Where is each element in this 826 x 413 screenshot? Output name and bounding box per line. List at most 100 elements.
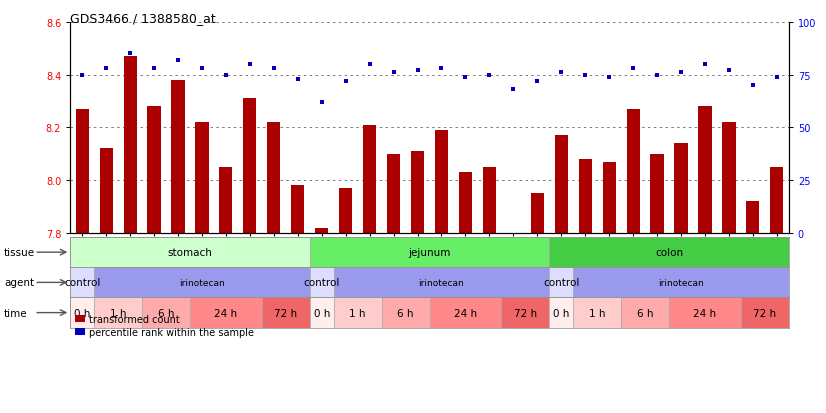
Bar — [310, 268, 334, 298]
Bar — [627, 109, 639, 233]
Bar — [747, 202, 759, 233]
Bar — [268, 123, 280, 233]
Bar — [411, 152, 424, 233]
Point — [722, 68, 735, 74]
Bar — [579, 159, 591, 233]
Bar — [363, 126, 376, 233]
Text: 0 h: 0 h — [553, 308, 569, 318]
Point — [626, 66, 639, 72]
Text: 24 h: 24 h — [215, 308, 237, 318]
Bar — [771, 168, 783, 233]
Text: 0 h: 0 h — [314, 308, 330, 318]
Bar — [669, 298, 741, 328]
Bar — [382, 298, 430, 328]
Point — [124, 51, 137, 57]
Point — [555, 70, 568, 76]
Point — [770, 74, 783, 81]
Text: 6 h: 6 h — [397, 308, 414, 318]
Bar — [699, 107, 711, 233]
Text: irinotecan: irinotecan — [179, 278, 225, 287]
Text: control: control — [543, 278, 580, 288]
Bar — [316, 228, 328, 233]
Bar — [70, 268, 94, 298]
Bar — [310, 298, 334, 328]
Point — [411, 68, 425, 74]
Bar — [262, 298, 310, 328]
Bar — [100, 149, 112, 233]
Point — [339, 78, 352, 85]
Text: tissue: tissue — [4, 247, 36, 258]
Point — [195, 66, 208, 72]
Bar — [483, 168, 496, 233]
Text: jejunum: jejunum — [408, 247, 451, 258]
Text: control: control — [303, 278, 340, 288]
Text: 1 h: 1 h — [589, 308, 605, 318]
Bar — [555, 136, 567, 233]
Bar — [94, 298, 142, 328]
Point — [172, 57, 185, 64]
Point — [220, 72, 233, 78]
Bar — [573, 268, 789, 298]
Bar — [292, 186, 304, 233]
Point — [148, 66, 161, 72]
Text: 24 h: 24 h — [454, 308, 477, 318]
Text: 1 h: 1 h — [110, 308, 126, 318]
Bar — [70, 298, 94, 328]
Bar — [334, 268, 549, 298]
Bar — [387, 154, 400, 233]
Bar — [675, 144, 687, 233]
Point — [292, 76, 305, 83]
Point — [699, 62, 712, 68]
Point — [746, 83, 759, 89]
Text: irinotecan: irinotecan — [658, 278, 704, 287]
Point — [363, 62, 377, 68]
Bar — [741, 298, 789, 328]
Text: colon: colon — [655, 247, 683, 258]
Bar — [334, 298, 382, 328]
Bar — [310, 237, 549, 268]
Bar — [435, 131, 448, 233]
Bar — [142, 298, 190, 328]
Text: control: control — [64, 278, 101, 288]
Bar — [70, 237, 310, 268]
Bar — [94, 268, 310, 298]
Text: time: time — [4, 308, 28, 318]
Text: 72 h: 72 h — [274, 308, 297, 318]
Point — [434, 66, 448, 72]
Text: 6 h: 6 h — [158, 308, 174, 318]
Point — [76, 72, 89, 78]
Point — [578, 72, 591, 78]
Point — [602, 74, 615, 81]
Bar — [573, 298, 621, 328]
Bar — [723, 123, 735, 233]
Point — [268, 66, 281, 72]
Bar — [124, 57, 136, 233]
Bar — [196, 123, 208, 233]
Bar — [531, 194, 544, 233]
Bar — [190, 298, 262, 328]
Point — [316, 100, 329, 106]
Bar — [549, 268, 573, 298]
Bar — [651, 154, 663, 233]
Text: agent: agent — [4, 278, 34, 288]
Text: 0 h: 0 h — [74, 308, 90, 318]
Point — [507, 87, 520, 93]
Point — [482, 72, 496, 78]
Text: GDS3466 / 1388580_at: GDS3466 / 1388580_at — [70, 12, 216, 25]
Legend: transformed count, percentile rank within the sample: transformed count, percentile rank withi… — [75, 314, 254, 337]
Bar — [549, 237, 789, 268]
Bar — [621, 298, 669, 328]
Bar — [148, 107, 160, 233]
Bar — [244, 99, 256, 233]
Text: 24 h: 24 h — [694, 308, 716, 318]
Bar — [507, 233, 520, 241]
Text: irinotecan: irinotecan — [419, 278, 464, 287]
Bar — [459, 173, 472, 233]
Bar — [220, 168, 232, 233]
Bar — [76, 109, 88, 233]
Point — [459, 74, 472, 81]
Bar — [603, 162, 615, 233]
Bar — [172, 81, 184, 233]
Text: stomach: stomach — [168, 247, 212, 258]
Point — [651, 72, 664, 78]
